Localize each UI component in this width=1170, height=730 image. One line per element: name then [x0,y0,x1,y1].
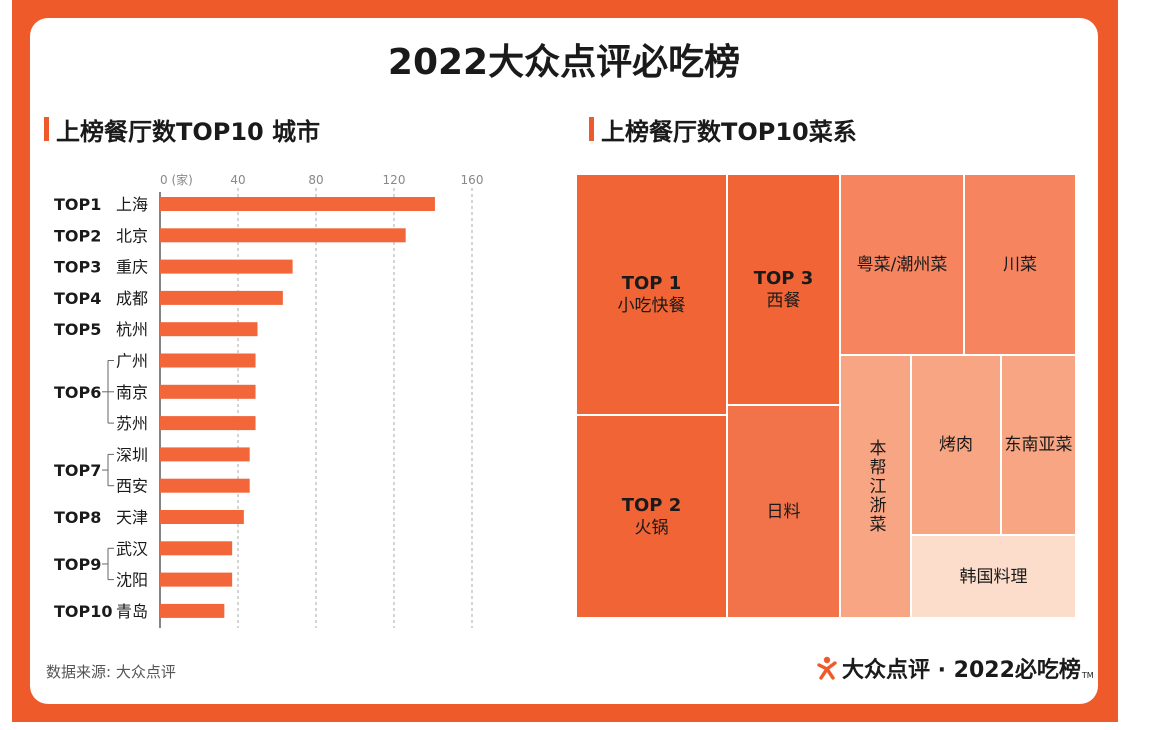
rank-label: TOP2 [54,226,101,245]
rank-label: TOP5 [54,320,101,339]
city-label: 成都 [116,289,148,308]
bar [160,573,232,587]
bar [160,354,256,368]
bar [160,510,244,524]
bar [160,291,283,305]
rank-label: TOP10 [54,602,113,621]
treemap-cell-hotpot: TOP 2 火锅 [576,415,727,618]
city-label: 南京 [116,383,148,402]
rank-label: TOP3 [54,258,101,277]
city-label: 天津 [116,508,148,527]
cuisine-chart-title: 上榜餐厅数TOP10菜系 [589,112,857,147]
brand-logo: 大众点评 · 2022必吃榜 TM [816,652,1094,684]
cuisine-treemap: TOP 1 小吃快餐 TOP 2 火锅 TOP 3 西餐 日料 粤菜/潮州菜 川… [576,174,1076,618]
city-label: 西安 [116,477,148,496]
page-title: 2022大众点评必吃榜 [0,33,1128,85]
city-label: 青岛 [116,602,148,621]
bar [160,228,406,242]
city-label: 杭州 [116,320,148,339]
bar [160,260,293,274]
city-label: 上海 [116,195,148,214]
x-tick-label: 160 [461,173,484,187]
treemap-label: 火锅 [635,517,669,539]
treemap-rank: TOP 3 [754,268,814,290]
trademark: TM [1082,671,1094,680]
treemap-rank: TOP 2 [622,495,682,517]
treemap-label: 日料 [767,501,801,523]
rank-label: TOP8 [54,508,101,527]
bar [160,385,256,399]
bar [160,197,435,211]
x-tick-label: 80 [308,173,323,187]
bottom-strip [0,722,1170,730]
bar [160,604,224,618]
person-logo-icon [816,656,838,680]
bar [160,322,258,336]
rank-label: TOP1 [54,195,101,214]
treemap-label: 粤菜/潮州菜 [857,254,948,276]
treemap-label: 东南亚菜 [1005,434,1073,456]
x-tick-label: 0 (家) [160,172,193,187]
city-chart-title: 上榜餐厅数TOP10 城市 [44,112,320,147]
city-label: 武汉 [116,539,148,558]
treemap-cell-seasian: 东南亚菜 [1001,355,1076,535]
city-label: 北京 [116,226,148,245]
rank-label: TOP9 [54,555,101,574]
treemap-rank: TOP 1 [622,273,682,295]
brand-text: 大众点评 · 2022必吃榜 [842,652,1081,684]
treemap-label: 川菜 [1003,254,1037,276]
city-label: 重庆 [116,258,148,277]
treemap-cell-cantonese: 粤菜/潮州菜 [840,174,964,355]
treemap-label: 小吃快餐 [618,295,686,317]
bar [160,416,256,430]
city-label: 深圳 [116,445,148,464]
rank-label: TOP6 [54,383,101,402]
treemap-cell-bbq: 烤肉 [911,355,1001,535]
data-source: 数据来源: 大众点评 [46,661,176,682]
city-bar-chart: 0 (家) 40 80 120 160 上海北京重庆成都杭州广州南京苏州深圳西安天津武汉沈… [40,168,500,628]
treemap-cell-japanese: 日料 [727,405,840,618]
bar [160,447,250,461]
treemap-cell-western: TOP 3 西餐 [727,174,840,405]
rank-label: TOP7 [54,461,101,480]
treemap-label: 西餐 [767,290,801,312]
bar [160,479,250,493]
rank-label: TOP4 [54,289,101,308]
treemap-label: 烤肉 [939,434,973,456]
bar [160,541,232,555]
city-label: 沈阳 [116,571,148,590]
treemap-cell-snack: TOP 1 小吃快餐 [576,174,727,415]
treemap-cell-korean: 韩国料理 [911,535,1076,618]
treemap-label: 本帮江浙菜 [865,439,887,534]
city-label: 苏州 [116,414,148,433]
city-label: 广州 [116,352,148,371]
x-tick-label: 40 [230,173,245,187]
treemap-cell-jiangzhe: 本帮江浙菜 [840,355,911,618]
treemap-cell-sichuan: 川菜 [964,174,1076,355]
treemap-label: 韩国料理 [960,566,1028,588]
x-tick-label: 120 [383,173,406,187]
